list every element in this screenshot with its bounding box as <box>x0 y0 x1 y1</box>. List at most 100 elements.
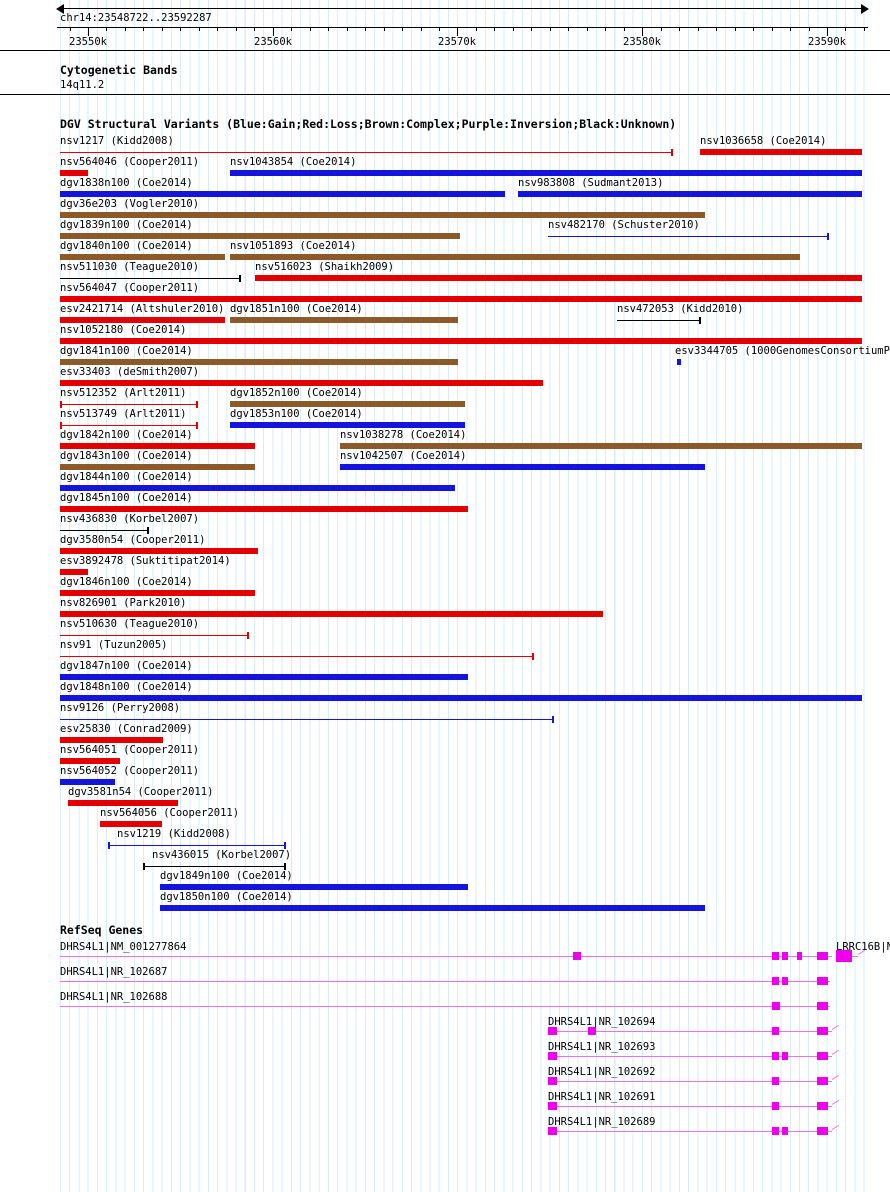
variant-label[interactable]: nsv1051893 (Coe2014) <box>230 240 357 252</box>
gene-exon[interactable] <box>772 1002 780 1010</box>
variant-label[interactable]: esv33403 (deSmith2007) <box>60 366 200 378</box>
variant-label[interactable]: nsv1217 (Kidd2008) <box>60 135 174 147</box>
gene-intron-line[interactable] <box>548 1031 832 1032</box>
variant-span-line[interactable] <box>60 656 533 657</box>
gene-exon[interactable] <box>573 952 581 960</box>
gene-intron-line[interactable] <box>548 1106 832 1107</box>
variant-label[interactable]: nsv510630 (Teague2010) <box>60 618 200 630</box>
variant-label[interactable]: dgv1850n100 (Coe2014) <box>160 891 293 903</box>
variant-bar[interactable] <box>60 695 862 701</box>
variant-bar[interactable] <box>60 296 862 302</box>
variant-label[interactable]: nsv436015 (Korbel2007) <box>152 849 292 861</box>
gene-exon[interactable] <box>817 952 828 960</box>
variant-bar[interactable] <box>60 506 468 512</box>
variant-bar[interactable] <box>60 191 505 197</box>
gene-label[interactable]: DHRS4L1|NR_102692 <box>548 1066 656 1078</box>
gene-exon[interactable] <box>772 952 779 960</box>
variant-label[interactable]: dgv1844n100 (Coe2014) <box>60 471 193 483</box>
variant-label[interactable]: nsv436830 (Korbel2007) <box>60 513 200 525</box>
variant-bar[interactable] <box>60 611 603 617</box>
variant-bar[interactable] <box>60 548 258 554</box>
variant-label[interactable]: dgv3581n54 (Cooper2011) <box>68 786 214 798</box>
variant-bar[interactable] <box>100 821 162 827</box>
gene-exon[interactable] <box>817 1052 828 1060</box>
variant-span-line[interactable] <box>60 719 553 720</box>
gene-label[interactable]: DHRS4L1|NR_102687 <box>60 966 168 978</box>
variant-label[interactable]: nsv1052180 (Coe2014) <box>60 324 187 336</box>
gene-intron-line[interactable] <box>548 1131 832 1132</box>
gene-label[interactable]: DHRS4L1|NR_102693 <box>548 1041 656 1053</box>
variant-label[interactable]: nsv9126 (Perry2008) <box>60 702 181 714</box>
variant-bar[interactable] <box>60 590 255 596</box>
variant-label[interactable]: dgv1843n100 (Coe2014) <box>60 450 193 462</box>
variant-label[interactable]: nsv826901 (Park2010) <box>60 597 187 609</box>
variant-label[interactable]: dgv1838n100 (Coe2014) <box>60 177 193 189</box>
variant-span-line[interactable] <box>60 530 148 531</box>
variant-bar[interactable] <box>230 170 862 176</box>
variant-label[interactable]: esv3892478 (Suktitipat2014) <box>60 555 231 567</box>
variant-label[interactable]: nsv1038278 (Coe2014) <box>340 429 467 441</box>
gene-intron-line[interactable] <box>60 956 832 957</box>
pan-left-arrow-icon[interactable] <box>56 4 64 14</box>
gene-label[interactable]: DHRS4L1|NR_102694 <box>548 1016 656 1028</box>
variant-bar[interactable] <box>340 443 862 449</box>
variant-label[interactable]: nsv1042507 (Coe2014) <box>340 450 467 462</box>
variant-bar[interactable] <box>60 758 120 764</box>
variant-label[interactable]: nsv512352 (Arlt2011) <box>60 387 187 399</box>
variant-label[interactable]: nsv564046 (Cooper2011) <box>60 156 200 168</box>
gene-exon[interactable] <box>817 1027 828 1035</box>
gene-exon[interactable] <box>797 952 802 960</box>
gene-exon[interactable] <box>772 1027 779 1035</box>
variant-label[interactable]: nsv516023 (Shaikh2009) <box>255 261 395 273</box>
variant-label[interactable]: dgv1840n100 (Coe2014) <box>60 240 193 252</box>
variant-label[interactable]: dgv1849n100 (Coe2014) <box>160 870 293 882</box>
variant-label[interactable]: nsv564051 (Cooper2011) <box>60 744 200 756</box>
variant-label[interactable]: esv25830 (Conrad2009) <box>60 723 193 735</box>
variant-label[interactable]: esv2421714 (Altshuler2010) <box>60 303 225 315</box>
variant-bar[interactable] <box>60 674 468 680</box>
variant-label[interactable]: nsv1043854 (Coe2014) <box>230 156 357 168</box>
variant-bar[interactable] <box>60 170 88 176</box>
variant-label[interactable]: nsv91 (Tuzun2005) <box>60 639 168 651</box>
variant-label[interactable]: dgv1839n100 (Coe2014) <box>60 219 193 231</box>
gene-exon[interactable] <box>588 1027 596 1035</box>
gene-intron-line[interactable] <box>548 1056 832 1057</box>
variant-bar[interactable] <box>518 191 862 197</box>
gene-intron-line[interactable] <box>60 981 830 982</box>
gene-exon[interactable] <box>772 1102 779 1110</box>
variant-label[interactable]: dgv1853n100 (Coe2014) <box>230 408 363 420</box>
variant-label[interactable]: nsv1036658 (Coe2014) <box>700 135 827 147</box>
variant-bar[interactable] <box>60 737 163 743</box>
variant-label[interactable]: nsv482170 (Schuster2010) <box>548 219 700 231</box>
variant-label[interactable]: nsv564056 (Cooper2011) <box>100 807 240 819</box>
variant-bar[interactable] <box>60 254 225 260</box>
variant-bar[interactable] <box>60 233 460 239</box>
variant-label[interactable]: dgv1847n100 (Coe2014) <box>60 660 193 672</box>
gene-exon[interactable] <box>782 977 788 985</box>
gene-exon[interactable] <box>782 952 788 960</box>
variant-span-line[interactable] <box>60 425 197 426</box>
variant-bar[interactable] <box>60 380 543 386</box>
variant-bar[interactable] <box>230 422 465 428</box>
variant-label[interactable]: dgv1848n100 (Coe2014) <box>60 681 193 693</box>
variant-label[interactable]: nsv513749 (Arlt2011) <box>60 408 187 420</box>
gene-exon[interactable] <box>817 1077 828 1085</box>
gene-exon[interactable] <box>772 1052 779 1060</box>
variant-span-line[interactable] <box>60 278 240 279</box>
gene-exon[interactable] <box>548 1077 557 1085</box>
variant-bar[interactable] <box>60 317 225 323</box>
variant-label[interactable]: dgv3580n54 (Cooper2011) <box>60 534 206 546</box>
gene-exon[interactable] <box>817 977 828 985</box>
variant-bar[interactable] <box>700 149 862 155</box>
variant-label[interactable]: dgv1841n100 (Coe2014) <box>60 345 193 357</box>
gene-label[interactable]: DHRS4L1|NR_102689 <box>548 1116 656 1128</box>
variant-bar[interactable] <box>160 905 705 911</box>
variant-label[interactable]: dgv1851n100 (Coe2014) <box>230 303 363 315</box>
gene-label[interactable]: DHRS4L1|NM_001277864 <box>60 941 187 953</box>
variant-label[interactable]: dgv1846n100 (Coe2014) <box>60 576 193 588</box>
variant-bar[interactable] <box>230 401 465 407</box>
variant-bar[interactable] <box>60 779 115 785</box>
gene-intron-line[interactable] <box>60 1006 830 1007</box>
gene-exon[interactable] <box>782 1052 788 1060</box>
gene-exon[interactable] <box>817 1002 828 1010</box>
